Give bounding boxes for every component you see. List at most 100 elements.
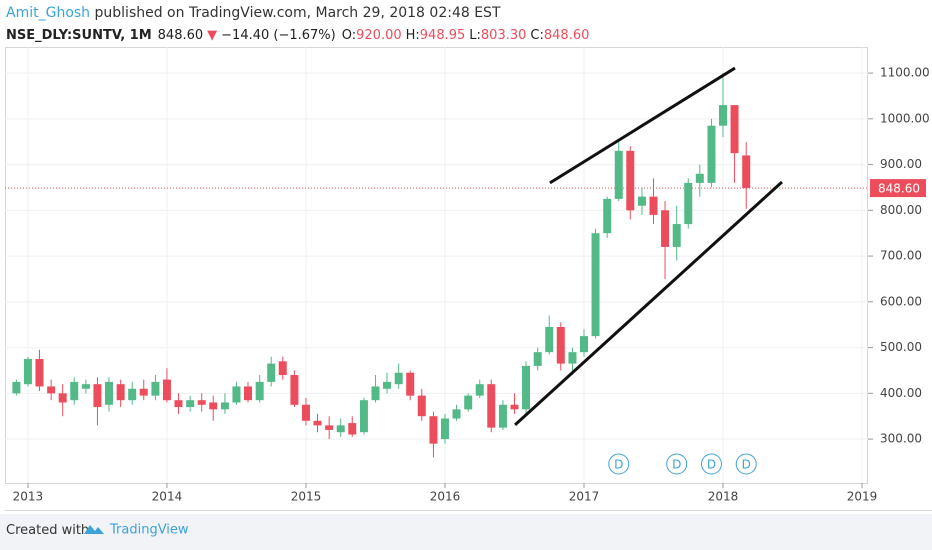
ohlc-value: 948.95	[420, 28, 466, 43]
x-tick-label: 2014	[152, 490, 183, 504]
ohlc-label: O:	[342, 28, 356, 43]
candle-body	[556, 326, 565, 364]
candle-body	[522, 365, 531, 410]
event-marker	[700, 453, 722, 475]
candle-body	[487, 384, 496, 428]
candle-body	[533, 352, 542, 366]
candle-body	[429, 416, 438, 444]
candle-body	[220, 402, 229, 410]
candle-body	[151, 381, 160, 396]
candle-body	[707, 125, 716, 183]
candle-body	[278, 361, 287, 376]
y-tick-label: 700.00	[880, 249, 922, 263]
candle-body	[58, 393, 67, 403]
ohlc-label: L:	[469, 28, 481, 43]
candle-body	[579, 336, 588, 353]
event-label: D	[707, 458, 716, 472]
y-tick-label: 300.00	[880, 432, 922, 446]
symbol: NSE_DLY:SUNTV, 1M	[6, 28, 152, 43]
candle-body	[313, 420, 322, 426]
header-line-2: NSE_DLY:SUNTV, 1M 848.60 ▼ −14.40 (−1.67%) O…	[6, 28, 589, 43]
x-tick-label: 2015	[291, 490, 322, 504]
last-price-box	[870, 179, 926, 198]
header-line-1: Amit_Ghosh published on TradingView.com,…	[6, 5, 501, 21]
change: −14.40 (−1.67%)	[221, 28, 336, 43]
candle-body	[742, 155, 751, 189]
candle-body	[672, 224, 681, 247]
y-tick-label: 1000.00	[880, 111, 930, 125]
candle-body	[243, 386, 252, 401]
candle-body	[255, 381, 264, 401]
footer-bar	[0, 514, 932, 550]
plot-frame	[5, 47, 868, 484]
candle-body	[186, 400, 195, 408]
candle-body	[325, 425, 334, 430]
candle-body	[440, 418, 449, 440]
x-tick-label: 2017	[569, 490, 600, 504]
candle-body	[452, 409, 461, 419]
candle-body	[661, 210, 670, 247]
candle-body	[35, 359, 44, 387]
event-label: D	[672, 458, 681, 472]
event-label: D	[614, 458, 623, 472]
event-label: D	[742, 458, 751, 472]
ohlc-label: H:	[406, 28, 420, 43]
candle-body	[290, 375, 299, 405]
footer-created: Created with	[6, 523, 89, 538]
candle-body	[348, 423, 357, 435]
candle-body	[23, 359, 32, 385]
event-marker	[608, 453, 630, 475]
candle-body	[104, 381, 113, 405]
ohlc-value: 920.00	[356, 28, 402, 43]
candle-body	[162, 379, 171, 401]
candle-body	[359, 400, 368, 433]
published: published on TradingView.com, March 29, …	[90, 5, 501, 21]
candle-body	[603, 198, 612, 234]
candle-body	[498, 404, 507, 428]
event-marker	[735, 453, 757, 475]
candle-body	[614, 150, 623, 199]
candle-body	[197, 400, 206, 405]
candle-body	[406, 372, 415, 396]
candle-body	[371, 386, 380, 401]
candle-body	[12, 381, 21, 394]
candle-body	[232, 386, 241, 403]
candle-body	[139, 388, 148, 396]
x-tick-label: 2013	[13, 490, 44, 504]
candle-body	[695, 173, 704, 183]
candle-body	[464, 395, 473, 410]
last-price-label: 848.60	[878, 182, 920, 196]
brand-logo	[84, 525, 104, 534]
change-arrow: ▼	[207, 28, 217, 43]
candle-body	[730, 105, 739, 154]
candle-body	[510, 404, 519, 410]
author: Amit_Ghosh	[6, 5, 90, 21]
last: 848.60	[158, 28, 204, 43]
ohlc-value: 848.60	[544, 28, 590, 43]
footer-brand[interactable]: TradingView	[109, 523, 189, 538]
x-tick-label: 2019	[847, 490, 878, 504]
candle-body	[649, 196, 658, 215]
event-marker	[666, 453, 688, 475]
candle-body	[128, 388, 137, 401]
candle-body	[684, 182, 693, 225]
candle-body	[626, 150, 635, 211]
candle-body	[209, 402, 218, 410]
footer-text: Created with	[6, 523, 89, 538]
candle-body	[545, 326, 554, 353]
candle-body	[637, 196, 646, 206]
y-tick-label: 1100.00	[880, 66, 930, 80]
y-tick-label: 800.00	[880, 203, 922, 217]
y-tick-label: 500.00	[880, 340, 922, 354]
candle-body	[383, 381, 392, 389]
candle-body	[719, 105, 728, 126]
candle-body	[417, 395, 426, 417]
candle-body	[394, 372, 403, 385]
candle-body	[174, 400, 183, 408]
x-tick-label: 2018	[708, 490, 739, 504]
y-tick-label: 400.00	[880, 386, 922, 400]
candle-body	[475, 384, 484, 396]
candle-body	[591, 233, 600, 337]
